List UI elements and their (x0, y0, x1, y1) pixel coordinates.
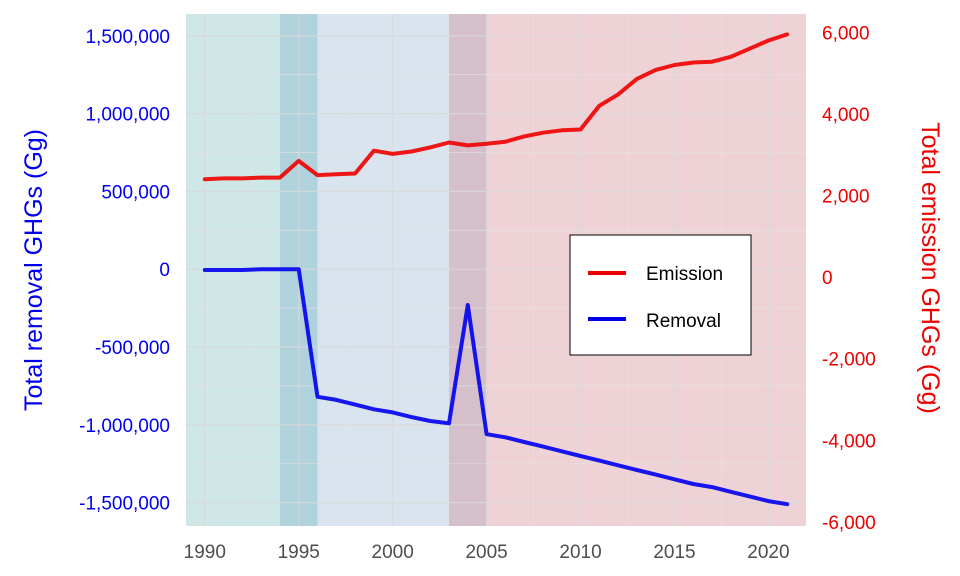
right-tick-label: 2,000 (822, 187, 870, 208)
right-tick-label: 0 (822, 268, 833, 289)
right-axis-ticks: 6,000 4,000 2,000 0 -2,000 -4,000 -6,000 (822, 23, 876, 534)
right-axis-title: Total emission GHGs (Gg) (916, 122, 944, 414)
legend-box (569, 234, 752, 356)
left-tick-label: 500,000 (101, 182, 170, 203)
left-tick-label: -500,000 (95, 338, 170, 359)
x-axis-ticks: 1990 1995 2000 2005 2010 2015 2020 (184, 542, 790, 563)
right-tick-label: -4,000 (822, 431, 876, 452)
x-tick-label: 2005 (465, 542, 507, 563)
legend-label-emission: Emission (646, 264, 723, 285)
x-tick-label: 1995 (278, 542, 320, 563)
left-tick-label: -1,000,000 (79, 416, 170, 437)
shaded-period-3 (449, 14, 487, 526)
right-tick-label: -6,000 (822, 513, 876, 534)
left-axis-ticks: 1,500,000 1,000,000 500,000 0 -500,000 -1,000… (79, 27, 170, 515)
x-tick-label: 2000 (372, 542, 414, 563)
right-tick-label: -2,000 (822, 350, 876, 371)
left-tick-label: 1,000,000 (85, 105, 170, 126)
legend: Emission Removal (569, 234, 752, 356)
left-axis-title: Total removal GHGs (Gg) (20, 129, 48, 411)
series-line-emission (202, 32, 790, 182)
x-tick-label: 2010 (559, 542, 601, 563)
x-tick-label: 1990 (184, 542, 226, 563)
shaded-period-2 (317, 14, 450, 526)
series-line-removal (202, 267, 790, 507)
series-lines (202, 32, 790, 507)
left-tick-label: 1,500,000 (85, 27, 170, 48)
legend-label-removal: Removal (646, 311, 721, 332)
x-tick-label: 2015 (653, 542, 695, 563)
left-tick-label: -1,500,000 (79, 494, 170, 515)
left-tick-label: 0 (159, 260, 170, 281)
x-tick-label: 2020 (747, 542, 789, 563)
right-tick-label: 6,000 (822, 23, 870, 44)
right-tick-label: 4,000 (822, 105, 870, 126)
